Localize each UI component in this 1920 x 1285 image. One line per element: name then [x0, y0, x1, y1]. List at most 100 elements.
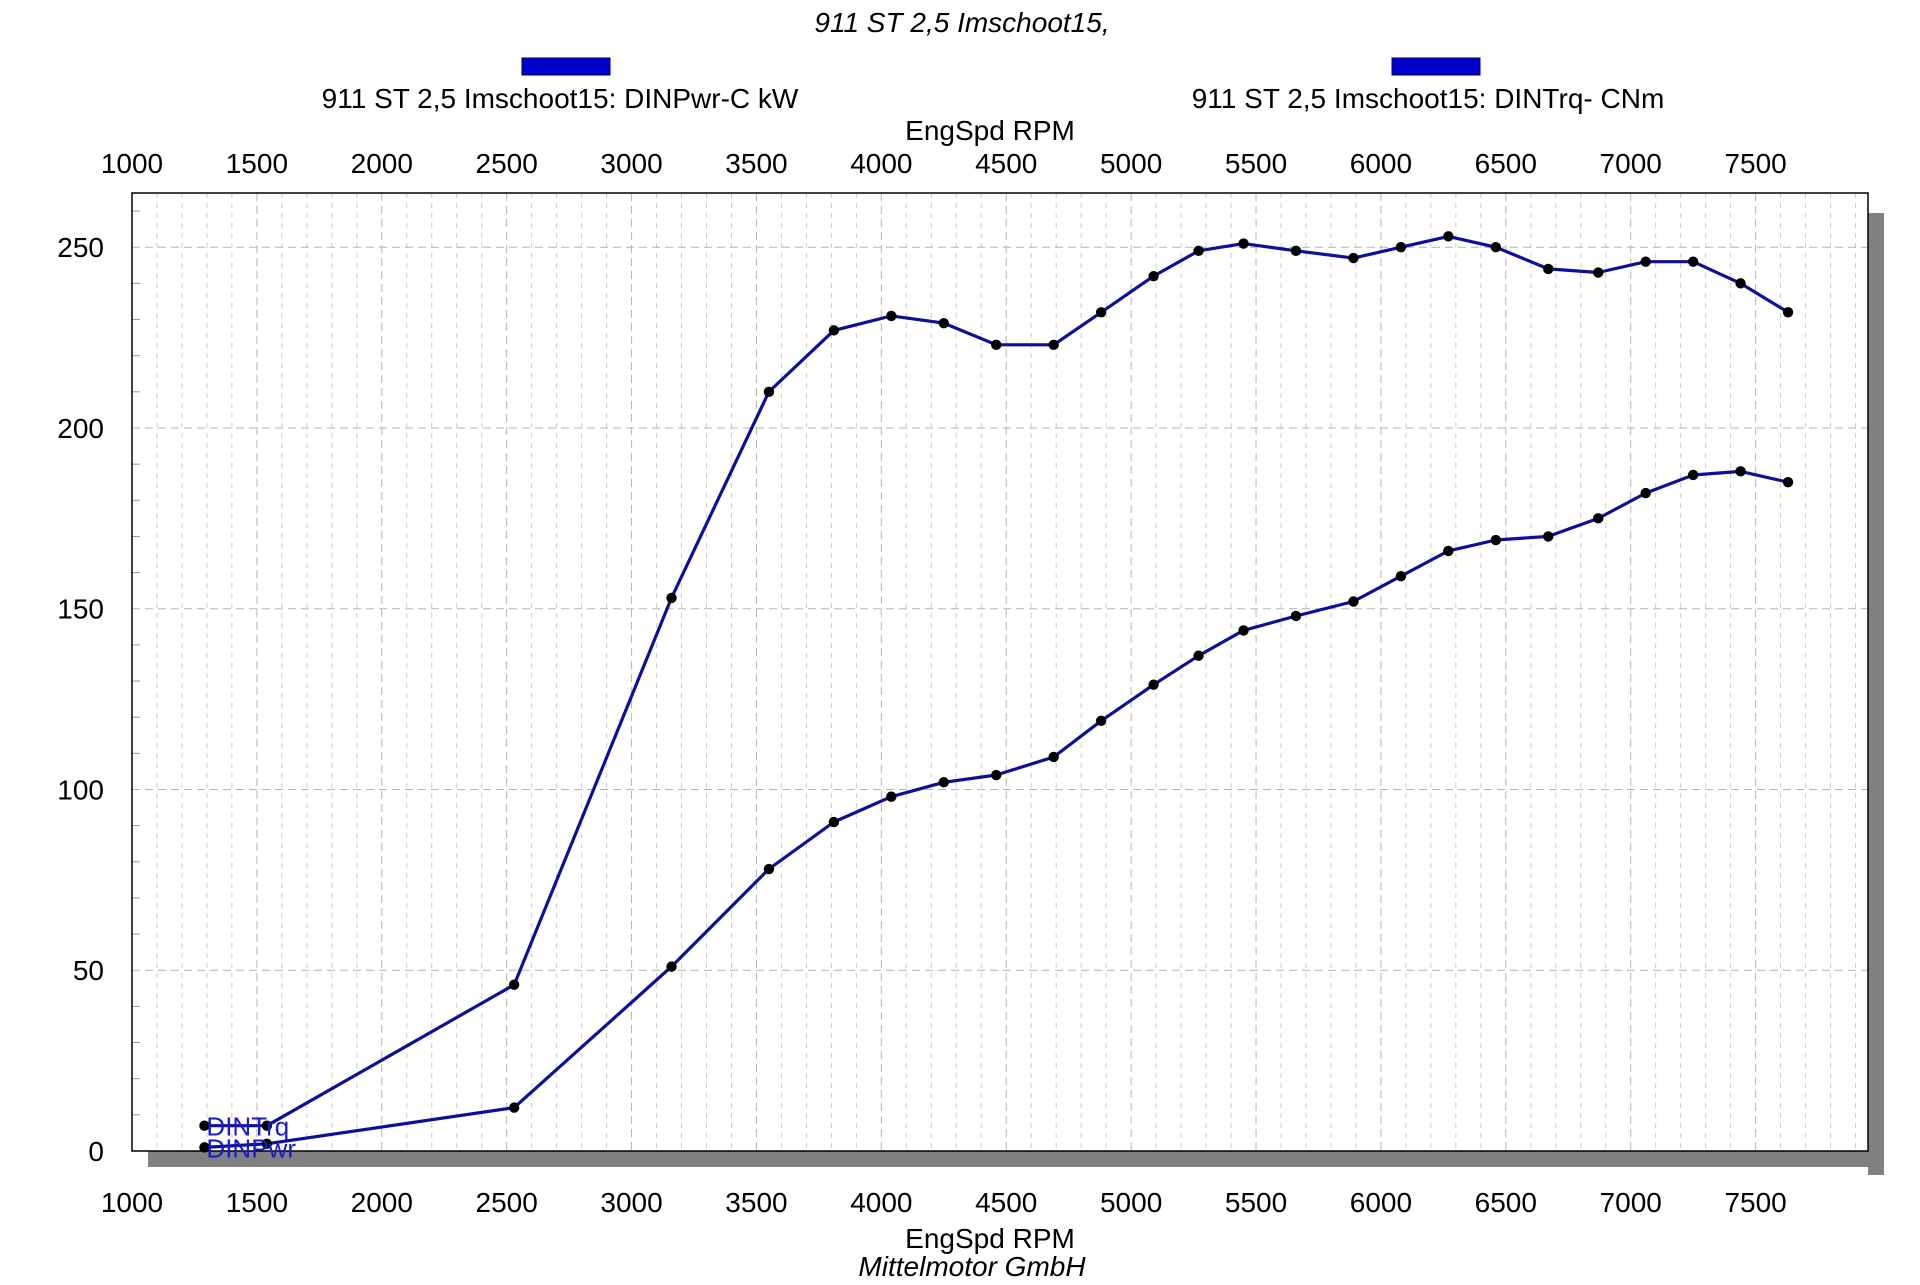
y-tick-labels: 0 50 100 150 200 250 — [57, 232, 104, 1167]
data-point-dinpwr[interactable] — [199, 1142, 210, 1153]
data-point-dintrq[interactable] — [886, 310, 897, 322]
data-point-dintrq[interactable] — [1048, 339, 1059, 351]
x-tick-label-top: 6000 — [1350, 148, 1412, 179]
data-point-dintrq[interactable] — [1490, 242, 1502, 253]
legend-swatch-power[interactable] — [521, 57, 611, 76]
shadow-bottom — [148, 1151, 1884, 1167]
y-tick-label: 250 — [57, 232, 104, 263]
legend-swatch-torque[interactable] — [1391, 57, 1481, 76]
data-point-dinpwr[interactable] — [1193, 650, 1204, 661]
data-point-dinpwr[interactable] — [1148, 679, 1159, 690]
data-point-dinpwr[interactable] — [1735, 466, 1746, 477]
data-point-dintrq[interactable] — [1593, 267, 1604, 278]
data-point-dinpwr[interactable] — [1238, 625, 1249, 636]
data-point-dinpwr[interactable] — [666, 961, 677, 972]
x-tick-label-top: 7500 — [1724, 148, 1786, 179]
data-point-dintrq[interactable] — [1782, 307, 1794, 318]
data-point-dintrq[interactable] — [666, 592, 677, 604]
data-point-dintrq[interactable] — [828, 325, 840, 336]
x-tick-labels-bottom: 1000 1500 2000 2500 3000 3500 4000 4500 5000 5500… — [101, 1187, 1787, 1218]
data-point-dinpwr[interactable] — [1543, 531, 1554, 542]
x-tick-label-top: 2500 — [476, 148, 538, 179]
x-tick-label-top: 5000 — [1100, 148, 1162, 179]
plot-shadow — [148, 213, 1884, 1175]
x-tick-label-top: 4000 — [850, 148, 912, 179]
data-point-dinpwr[interactable] — [828, 816, 840, 828]
data-point-dintrq[interactable] — [1238, 238, 1249, 249]
y-tick-label: 100 — [57, 774, 104, 805]
x-tick-label-top: 1500 — [226, 148, 288, 179]
data-point-dinpwr[interactable] — [763, 863, 775, 875]
data-point-dinpwr[interactable] — [938, 777, 949, 788]
data-point-dinpwr[interactable] — [1687, 469, 1699, 481]
data-point-dintrq[interactable] — [1735, 278, 1746, 289]
data-point-dinpwr[interactable] — [1348, 596, 1359, 607]
x-tick-label-bottom: 4000 — [850, 1187, 912, 1218]
data-point-dinpwr[interactable] — [1640, 487, 1651, 499]
data-point-dinpwr[interactable] — [1290, 610, 1302, 622]
x-tick-label-bottom: 2500 — [476, 1187, 538, 1218]
data-point-dintrq[interactable] — [991, 339, 1002, 351]
x-tick-label-bottom: 3500 — [725, 1187, 787, 1218]
data-point-dintrq[interactable] — [1148, 270, 1159, 282]
data-point-dinpwr[interactable] — [261, 1138, 273, 1149]
data-point-dintrq[interactable] — [1348, 252, 1359, 264]
x-tick-label-bottom: 5500 — [1225, 1187, 1287, 1218]
x-tick-label-top: 4500 — [975, 148, 1037, 179]
data-point-dinpwr[interactable] — [1782, 477, 1794, 488]
x-tick-labels-top: 1000 1500 2000 2500 3000 3500 4000 4500 5000 5500… — [101, 148, 1787, 179]
data-point-dinpwr[interactable] — [991, 769, 1002, 781]
data-point-dintrq[interactable] — [1095, 307, 1107, 318]
data-point-dintrq[interactable] — [1640, 256, 1651, 267]
data-point-dintrq[interactable] — [199, 1120, 210, 1131]
y-tick-label: 200 — [57, 413, 104, 444]
x-tick-label-bottom: 1000 — [101, 1187, 163, 1218]
plot-frame — [131, 192, 1869, 1152]
x-tick-label-top: 1000 — [101, 148, 163, 179]
y-tick-label: 0 — [88, 1136, 104, 1167]
data-point-dintrq[interactable] — [763, 386, 775, 398]
grid-lines — [132, 193, 1868, 1151]
legend-label-power: 911 ST 2,5 Imschoot15: DINPwr-C kW — [322, 83, 799, 114]
plot-area — [132, 193, 1868, 1151]
x-tick-label-bottom: 2000 — [351, 1187, 413, 1218]
x-tick-label-bottom: 7000 — [1600, 1187, 1662, 1218]
data-point-dintrq[interactable] — [1687, 256, 1699, 267]
data-point-dintrq[interactable] — [1443, 231, 1454, 242]
shadow-right — [1868, 213, 1884, 1175]
data-point-dinpwr[interactable] — [508, 1102, 520, 1113]
chart-subtitle: 911 ST 2,5 Imschoot15, — [814, 7, 1109, 38]
x-tick-label-bottom: 7500 — [1724, 1187, 1786, 1218]
data-point-dintrq[interactable] — [1395, 242, 1407, 253]
data-point-dinpwr[interactable] — [1048, 751, 1059, 763]
x-tick-label-top: 3500 — [725, 148, 787, 179]
footer-company: Mittelmotor GmbH — [858, 1251, 1086, 1280]
data-point-dinpwr[interactable] — [1395, 571, 1407, 582]
data-point-dintrq[interactable] — [508, 979, 520, 990]
x-axis-label-top: EngSpd RPM — [905, 115, 1075, 146]
data-point-dintrq[interactable] — [1543, 263, 1554, 275]
x-tick-label-bottom: 6000 — [1350, 1187, 1412, 1218]
series-inline-label-dinpwr: DINPwr — [206, 1133, 296, 1163]
x-tick-label-top: 5500 — [1225, 148, 1287, 179]
x-tick-label-top: 7000 — [1600, 148, 1662, 179]
data-point-dinpwr[interactable] — [1443, 545, 1454, 557]
x-tick-label-bottom: 1500 — [226, 1187, 288, 1218]
x-tick-label-top: 3000 — [600, 148, 662, 179]
data-point-dintrq[interactable] — [938, 317, 949, 329]
x-tick-label-bottom: 4500 — [975, 1187, 1037, 1218]
data-point-dintrq[interactable] — [1290, 245, 1302, 257]
x-tick-label-top: 2000 — [351, 148, 413, 179]
legend-label-torque: 911 ST 2,5 Imschoot15: DINTrq- CNm — [1192, 83, 1665, 114]
x-tick-label-bottom: 6500 — [1475, 1187, 1537, 1218]
data-point-dintrq[interactable] — [261, 1120, 273, 1131]
data-point-dinpwr[interactable] — [1490, 534, 1502, 546]
x-axis-label-bottom: EngSpd RPM — [905, 1223, 1075, 1254]
data-point-dinpwr[interactable] — [1593, 513, 1604, 524]
data-point-dintrq[interactable] — [1193, 245, 1204, 257]
data-point-dinpwr[interactable] — [1095, 715, 1107, 727]
data-point-dinpwr[interactable] — [886, 791, 897, 802]
